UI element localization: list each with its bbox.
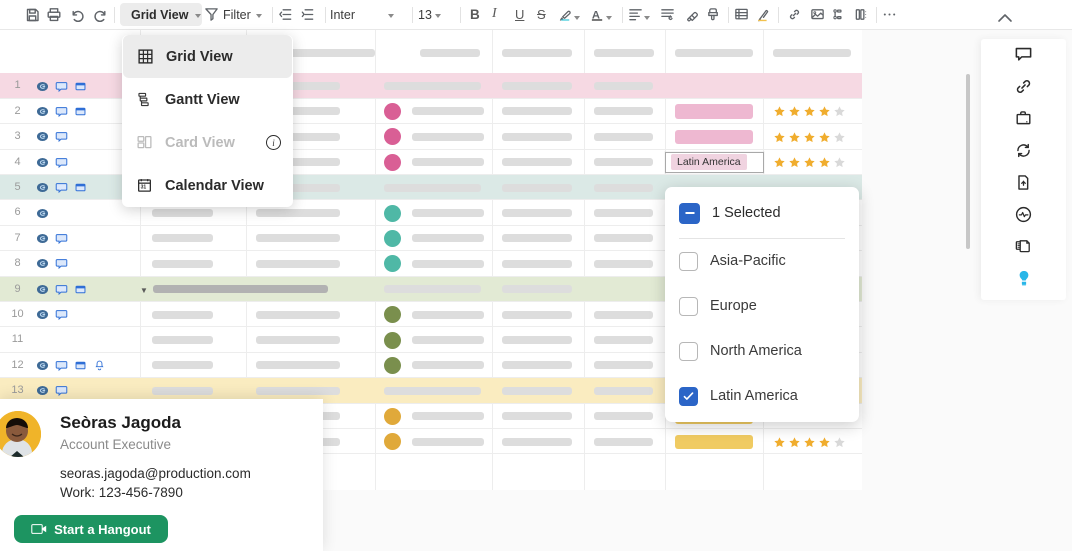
- svg-text:31: 31: [141, 185, 147, 191]
